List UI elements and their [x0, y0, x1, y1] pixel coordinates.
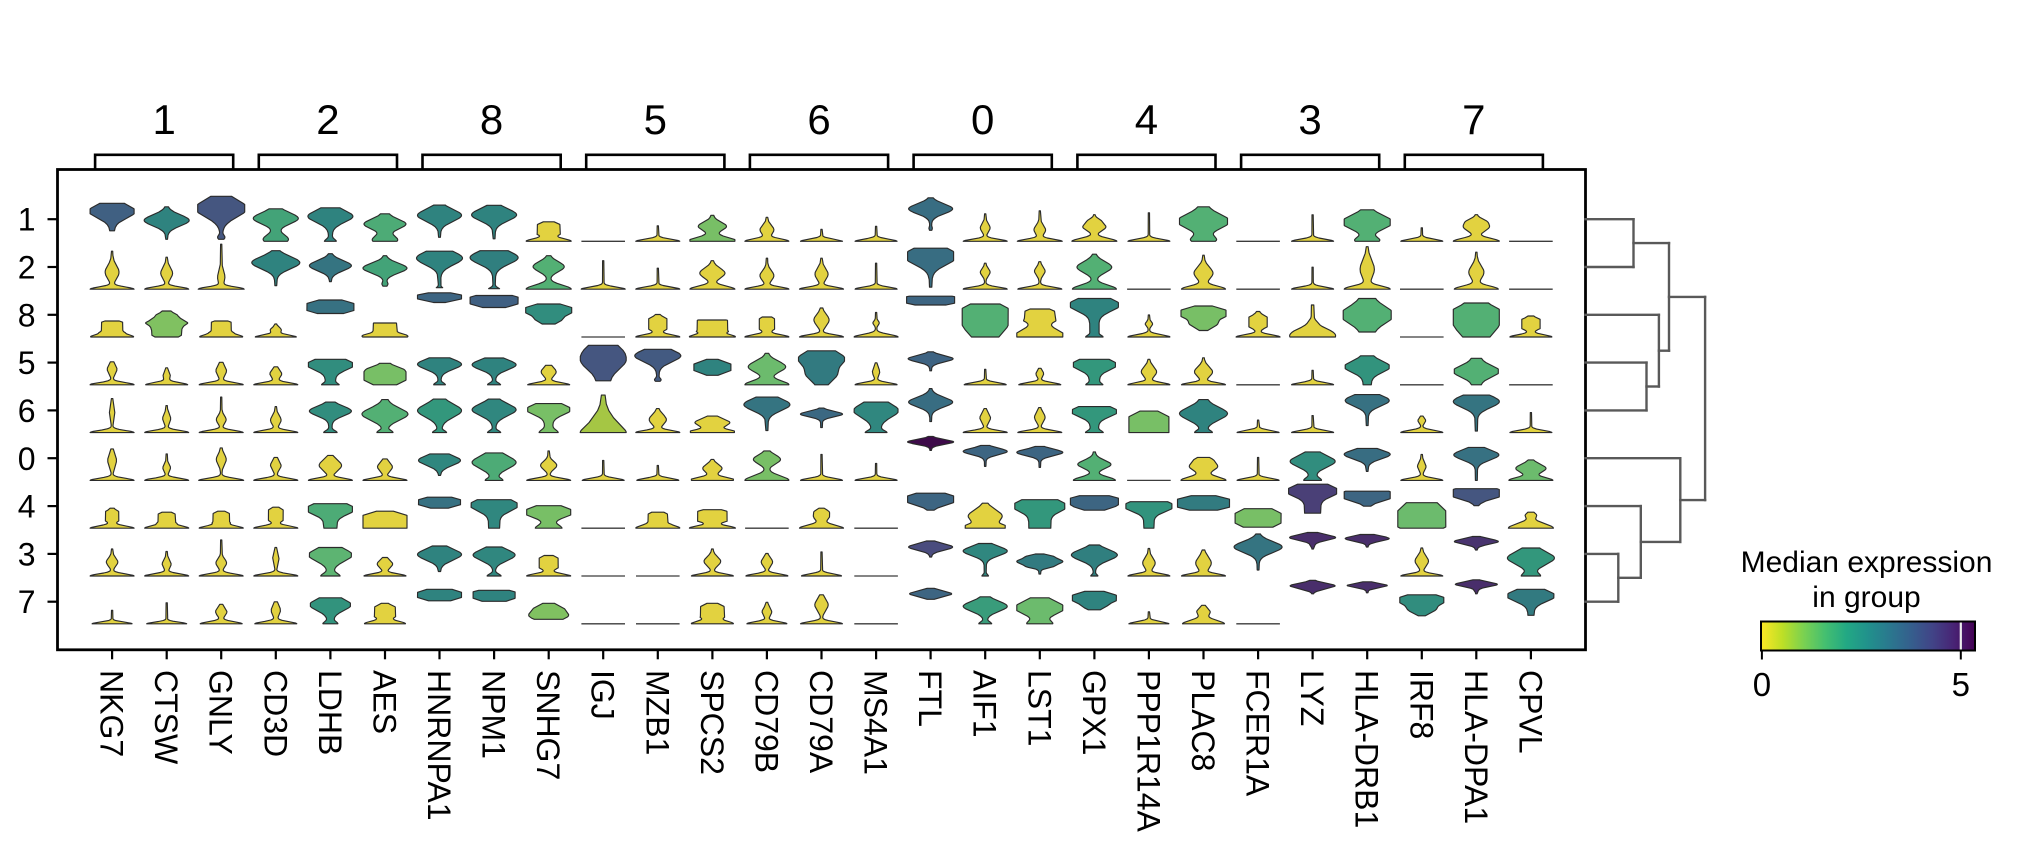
svg-text:HLA-DPA1: HLA-DPA1 [1458, 670, 1494, 824]
svg-text:4: 4 [1135, 96, 1158, 143]
svg-text:2: 2 [18, 250, 36, 286]
svg-text:SPCS2: SPCS2 [694, 670, 730, 775]
svg-text:GNLY: GNLY [203, 670, 239, 755]
svg-text:2: 2 [316, 96, 339, 143]
svg-text:CD79B: CD79B [748, 670, 784, 773]
svg-text:HLA-DRB1: HLA-DRB1 [1349, 670, 1385, 828]
svg-text:6: 6 [807, 96, 830, 143]
svg-text:AES: AES [367, 670, 403, 734]
svg-text:Median expression: Median expression [1741, 546, 1993, 579]
svg-text:AIF1: AIF1 [967, 670, 1003, 738]
svg-text:IGJ: IGJ [585, 670, 621, 720]
svg-text:5: 5 [644, 96, 667, 143]
svg-text:MZB1: MZB1 [639, 670, 675, 755]
svg-text:6: 6 [18, 393, 36, 429]
svg-text:GPX1: GPX1 [1076, 670, 1112, 755]
svg-text:LST1: LST1 [1021, 670, 1057, 746]
svg-text:IRF8: IRF8 [1403, 670, 1439, 739]
svg-text:in group: in group [1812, 581, 1920, 614]
svg-text:0: 0 [1753, 666, 1771, 703]
svg-text:4: 4 [18, 489, 36, 525]
svg-text:PPP1R14A: PPP1R14A [1130, 670, 1166, 833]
svg-text:8: 8 [18, 297, 36, 333]
svg-text:CTSW: CTSW [148, 670, 184, 765]
svg-text:CD3D: CD3D [257, 670, 293, 757]
svg-text:1: 1 [153, 96, 176, 143]
svg-text:FCER1A: FCER1A [1240, 670, 1276, 797]
svg-text:0: 0 [18, 441, 36, 477]
svg-text:5: 5 [18, 345, 36, 381]
svg-text:LDHB: LDHB [312, 670, 348, 755]
svg-text:3: 3 [18, 536, 36, 572]
svg-text:FTL: FTL [912, 670, 948, 727]
svg-text:0: 0 [971, 96, 994, 143]
svg-text:LYZ: LYZ [1294, 670, 1330, 726]
svg-text:7: 7 [18, 584, 36, 620]
svg-text:CD79A: CD79A [803, 670, 839, 774]
svg-text:1: 1 [18, 202, 36, 238]
svg-text:NPM1: NPM1 [476, 670, 512, 759]
svg-text:NKG7: NKG7 [94, 670, 130, 757]
svg-text:SNHG7: SNHG7 [530, 670, 566, 780]
svg-text:PLAC8: PLAC8 [1185, 670, 1221, 771]
svg-text:CPVL: CPVL [1512, 670, 1548, 754]
svg-text:7: 7 [1462, 96, 1485, 143]
svg-text:HNRNPA1: HNRNPA1 [421, 670, 457, 821]
svg-text:3: 3 [1298, 96, 1321, 143]
svg-text:5: 5 [1952, 666, 1970, 703]
svg-text:MS4A1: MS4A1 [858, 670, 894, 775]
svg-text:8: 8 [480, 96, 503, 143]
